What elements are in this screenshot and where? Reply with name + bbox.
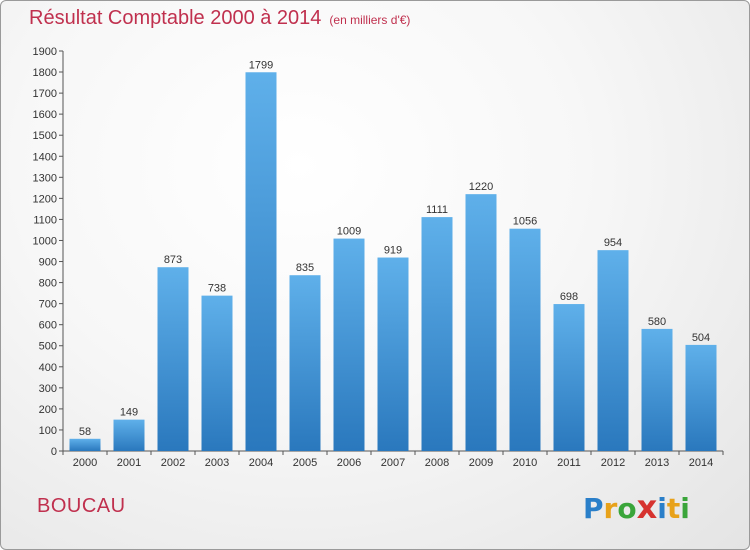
bars: 58 149 873 738 1799 835 1009 919 1111 1220 1056 698… [69, 59, 717, 452]
value-label-2008: 1111 [426, 204, 448, 216]
logo-letter: o [617, 492, 637, 525]
logo-letter: P [583, 492, 604, 525]
bar-2006 [333, 238, 365, 451]
y-tick-label: 1800 [33, 67, 57, 79]
chart-title-text: Résultat Comptable 2000 à 2014 [29, 7, 322, 29]
value-label-2013: 580 [648, 316, 666, 328]
y-tick-label: 1200 [33, 193, 57, 205]
y-tick-label: 900 [39, 257, 57, 269]
proxiti-logo[interactable]: Proxiti [583, 488, 690, 526]
logo-letter: t [666, 492, 681, 525]
value-label-2005: 835 [296, 262, 314, 274]
value-label-2006: 1009 [337, 226, 361, 238]
bar-2014 [685, 344, 717, 451]
bar-2004 [245, 72, 277, 452]
bar-2012 [597, 250, 629, 451]
bar-2013 [641, 328, 673, 451]
bar-2003 [201, 295, 233, 451]
y-tick-label: 800 [39, 278, 57, 290]
logo-letter: i [657, 492, 667, 525]
value-label-2000: 58 [79, 426, 91, 438]
x-tick-label-2013: 2013 [645, 457, 669, 469]
bar-2002 [157, 267, 189, 451]
y-tick-label: 1100 [33, 214, 57, 226]
x-tick-label-2000: 2000 [73, 457, 97, 469]
y-tick-label: 600 [39, 320, 57, 332]
y-tick-label: 1700 [33, 88, 57, 100]
y-tick-label: 1500 [33, 130, 57, 142]
place-name: BOUCAU [37, 495, 126, 517]
x-tick-label-2010: 2010 [513, 457, 537, 469]
value-label-2011: 698 [560, 291, 578, 303]
bar-2009 [465, 194, 497, 451]
chart-subtitle: (en milliers d'€) [329, 13, 411, 27]
y-tick-label: 700 [39, 299, 57, 311]
x-tick-label-2001: 2001 [117, 457, 141, 469]
x-tick-label-2005: 2005 [293, 457, 317, 469]
x-tick-label-2003: 2003 [205, 457, 229, 469]
bar-2001 [113, 419, 145, 451]
y-tick-label: 0 [51, 446, 57, 458]
x-tick-label-2006: 2006 [337, 457, 361, 469]
x-tick-label-2011: 2011 [557, 457, 581, 469]
x-tick-label-2004: 2004 [249, 457, 273, 469]
x-tick-label-2007: 2007 [381, 457, 405, 469]
value-label-2001: 149 [120, 407, 138, 419]
y-tick-label: 1400 [33, 151, 57, 163]
y-tick-label: 1300 [33, 172, 57, 184]
logo-letter: x [636, 488, 658, 526]
y-tick-label: 1000 [33, 235, 57, 247]
y-tick-label: 200 [39, 404, 57, 416]
logo-letter: r [603, 492, 618, 525]
y-tick-label: 1900 [33, 46, 57, 58]
value-label-2003: 738 [208, 283, 226, 295]
y-tick-label: 300 [39, 383, 57, 395]
logo-letter: i [680, 492, 690, 525]
bar-2008 [421, 217, 453, 451]
value-label-2012: 954 [604, 237, 622, 249]
value-label-2009: 1220 [469, 181, 493, 193]
value-label-2007: 919 [384, 245, 402, 257]
y-tick-label: 500 [39, 341, 57, 353]
chart-title: Résultat Comptable 2000 à 2014 (en millie… [29, 7, 410, 30]
x-tick-label-2002: 2002 [161, 457, 185, 469]
y-tick-label: 100 [39, 425, 57, 437]
value-label-2010: 1056 [513, 216, 537, 228]
x-tick-label-2014: 2014 [689, 457, 713, 469]
x-tick-label-2009: 2009 [469, 457, 493, 469]
x-tick-label-2012: 2012 [601, 457, 625, 469]
bar-2005 [289, 275, 321, 451]
value-label-2004: 1799 [249, 59, 273, 71]
bar-2000 [69, 438, 101, 451]
bar-2011 [553, 304, 585, 451]
value-label-2014: 504 [692, 332, 710, 344]
bar-2007 [377, 257, 409, 451]
y-tick-label: 400 [39, 362, 57, 374]
x-tick-label-2008: 2008 [425, 457, 449, 469]
value-label-2002: 873 [164, 254, 182, 266]
y-tick-label: 1600 [33, 109, 57, 121]
bar-2010 [509, 228, 541, 451]
